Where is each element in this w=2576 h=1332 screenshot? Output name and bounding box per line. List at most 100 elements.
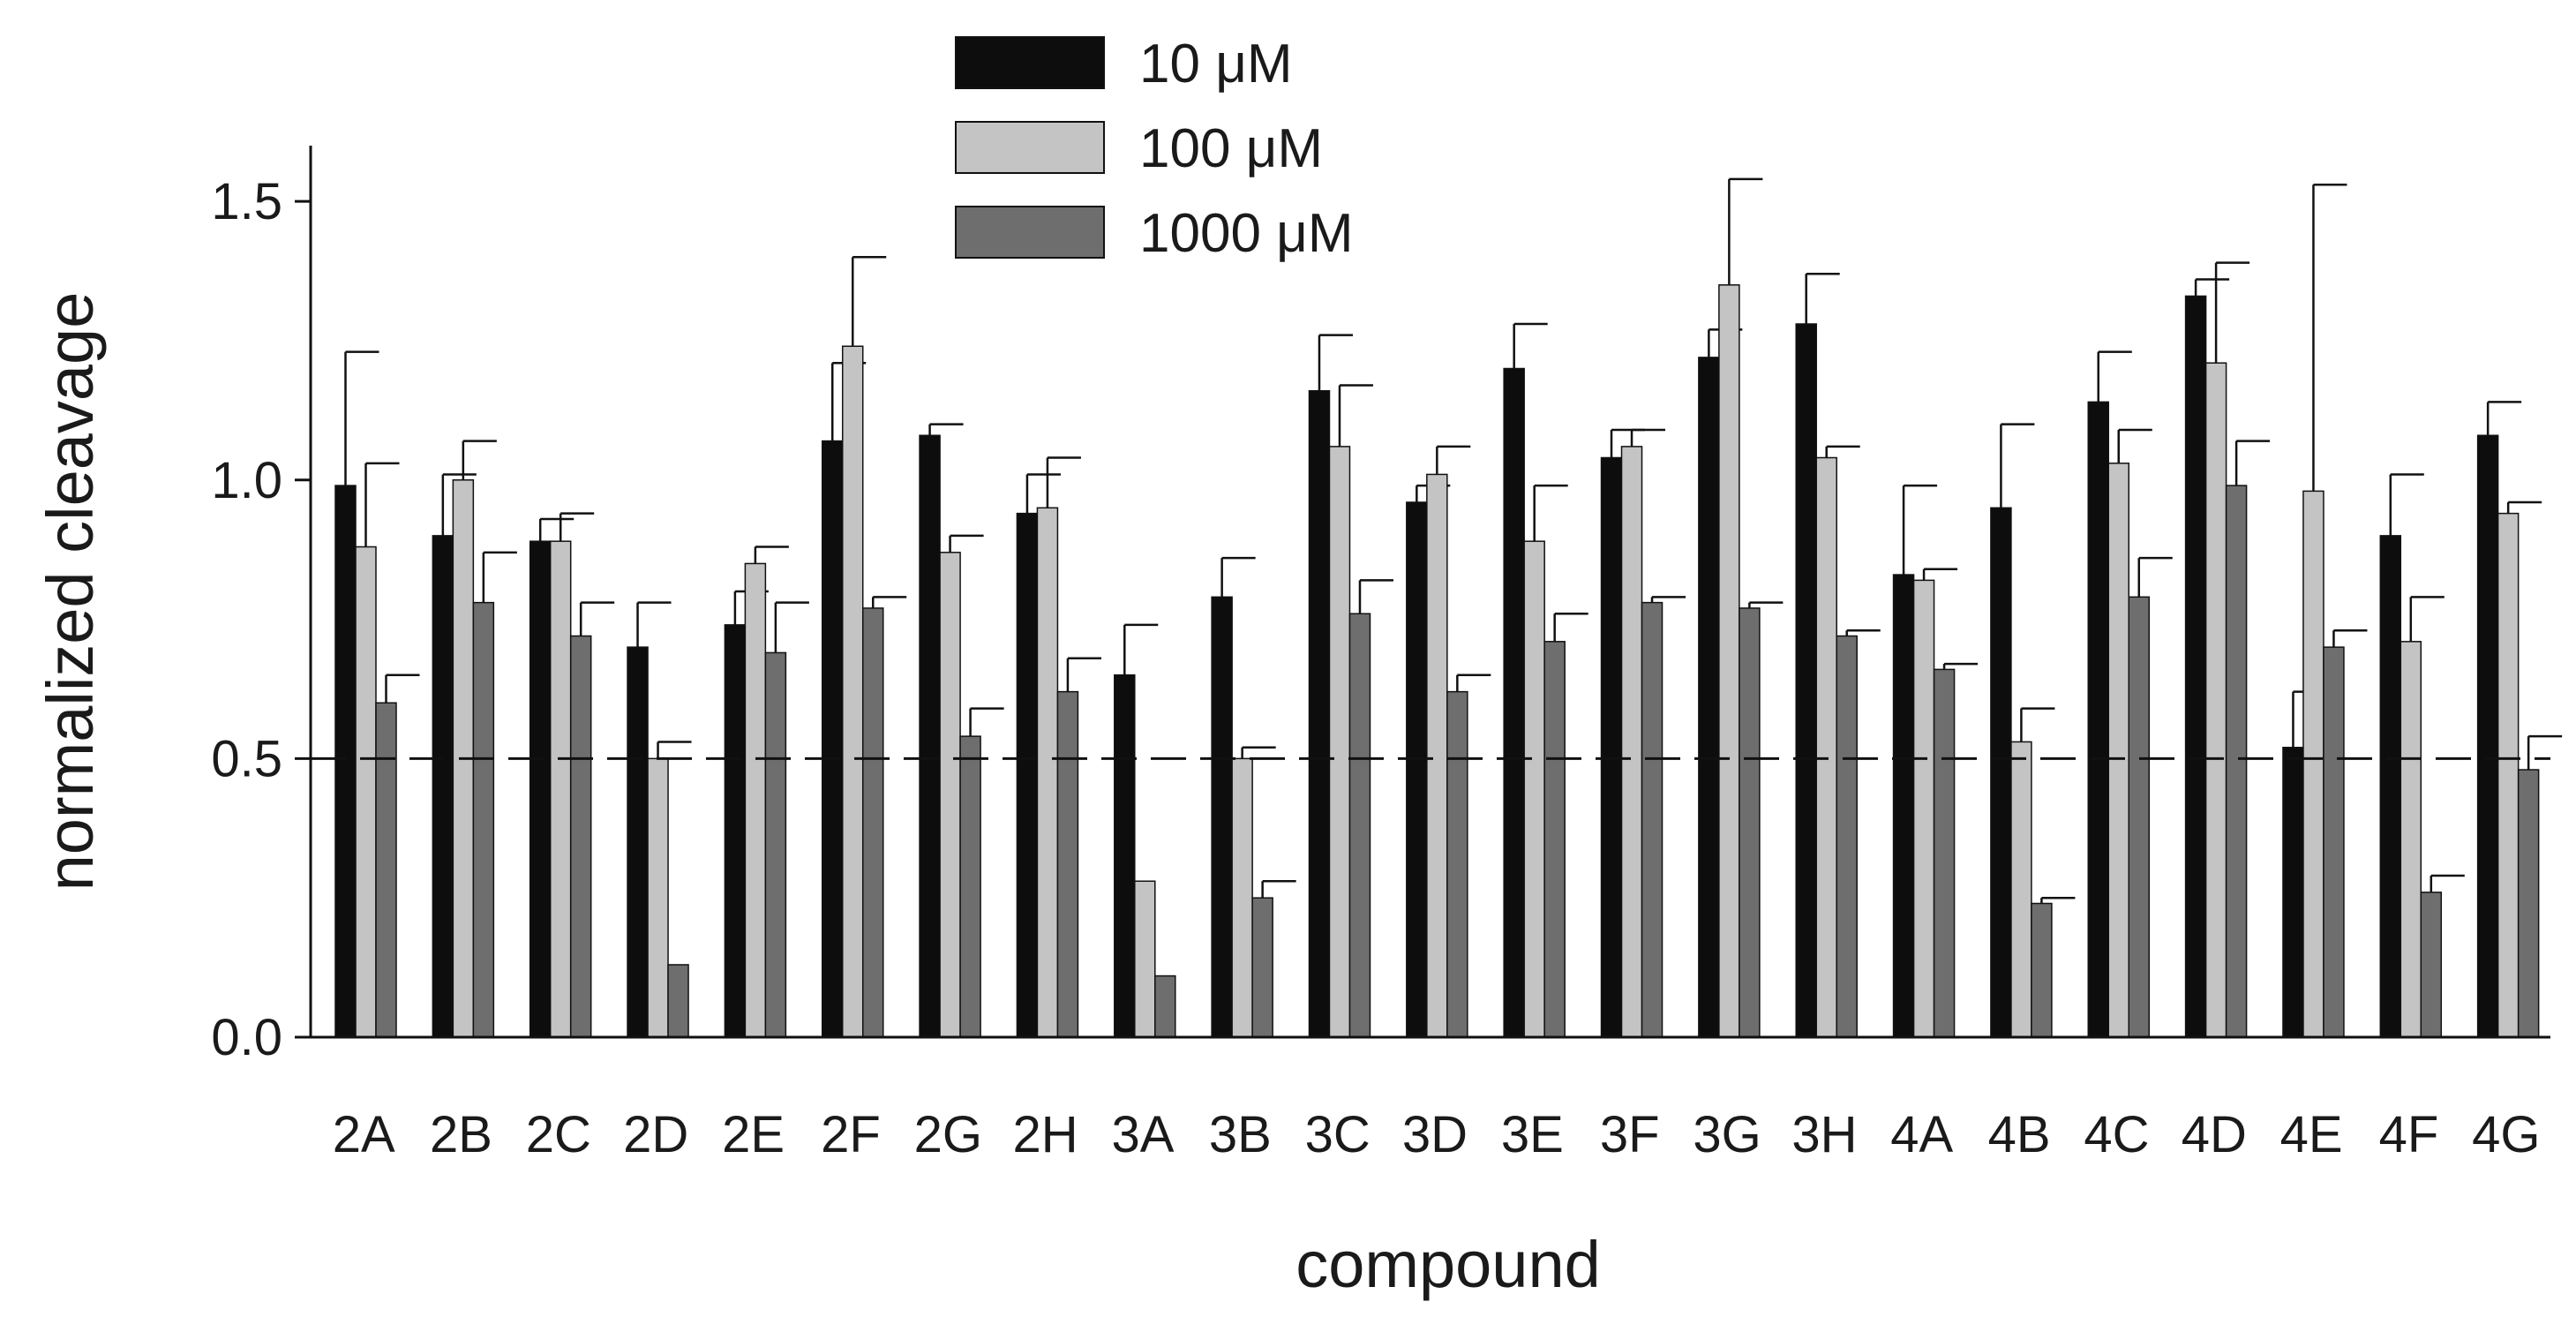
bar-2B-s2 [472, 601, 495, 1038]
bar-2D-s1 [647, 757, 669, 1038]
x-tick-label: 3B [1209, 1106, 1272, 1163]
bar-3G-s0 [1698, 357, 1720, 1038]
bar-4G-s0 [2476, 434, 2499, 1038]
y-tick-label: 1.0 [211, 452, 282, 509]
bar-4C-s0 [2087, 401, 2110, 1038]
legend: 10 μM 100 μM 1000 μM [955, 34, 1354, 264]
x-tick-label: 4F [2379, 1106, 2439, 1163]
bar-4D-s2 [2225, 485, 2248, 1038]
bar-2G-s1 [939, 552, 961, 1038]
bar-3A-s0 [1114, 674, 1136, 1038]
bar-3B-s2 [1251, 897, 1273, 1038]
bar-4C-s2 [2128, 596, 2151, 1038]
bar-2A-s1 [355, 546, 377, 1038]
bar-3D-s0 [1406, 501, 1428, 1038]
bar-3E-s1 [1523, 540, 1545, 1038]
x-tick-label: 3G [1693, 1106, 1761, 1163]
bar-2A-s0 [334, 485, 357, 1038]
bar-3C-s1 [1328, 446, 1351, 1038]
x-tick-label: 2G [914, 1106, 982, 1163]
bar-3H-s1 [1815, 456, 1837, 1038]
bar-4B-s0 [1990, 507, 2012, 1038]
bar-4D-s1 [2204, 362, 2227, 1038]
bar-4B-s1 [2010, 741, 2032, 1038]
bar-4F-s2 [2420, 892, 2443, 1038]
bar-3A-s2 [1154, 975, 1176, 1038]
bar-2H-s0 [1016, 512, 1039, 1038]
bar-2D-s2 [667, 964, 689, 1038]
bar-3F-s1 [1620, 446, 1643, 1038]
bars-layer [334, 177, 2563, 1038]
bar-4A-s1 [1912, 579, 1935, 1038]
y-tick-label: 1.5 [211, 173, 282, 230]
bar-3B-s1 [1231, 757, 1253, 1038]
bar-2E-s2 [764, 651, 787, 1038]
bar-4E-s1 [2302, 490, 2324, 1038]
legend-swatch-0 [955, 36, 1105, 89]
y-tick-label: 0.0 [211, 1009, 282, 1066]
bar-2D-s0 [627, 646, 649, 1038]
bar-2H-s2 [1056, 690, 1079, 1038]
bar-3D-s1 [1426, 473, 1448, 1038]
bar-3D-s2 [1446, 690, 1468, 1038]
x-tick-label: 4B [1988, 1106, 2051, 1163]
legend-label-0: 10 μM [1139, 34, 1293, 94]
x-tick-label: 3H [1791, 1106, 1857, 1163]
bar-4G-s2 [2517, 769, 2540, 1038]
x-tick-label: 2F [821, 1106, 881, 1163]
bar-4F-s1 [2400, 641, 2422, 1038]
x-tick-label: 2H [1013, 1106, 1078, 1163]
x-tick-label: 3E [1501, 1106, 1564, 1163]
bar-2C-s2 [569, 635, 592, 1038]
x-tick-label: 4C [2084, 1106, 2149, 1163]
bar-4D-s0 [2184, 295, 2207, 1038]
x-tick-label: 3D [1402, 1106, 1468, 1163]
legend-label-1: 100 μM [1139, 118, 1323, 179]
bar-3B-s0 [1211, 596, 1233, 1038]
bar-3C-s0 [1308, 390, 1331, 1038]
x-tick-label: 4G [2472, 1106, 2540, 1163]
bar-2A-s2 [375, 702, 397, 1038]
bar-3E-s2 [1543, 641, 1566, 1038]
bar-4E-s2 [2323, 646, 2345, 1038]
bar-4B-s2 [2031, 902, 2053, 1038]
bar-3A-s1 [1134, 880, 1156, 1038]
bar-3C-s2 [1348, 613, 1371, 1038]
x-tick-label: 3F [1600, 1106, 1660, 1163]
bar-2E-s1 [744, 562, 767, 1038]
bar-3H-s2 [1836, 635, 1858, 1038]
bar-3F-s0 [1600, 456, 1623, 1038]
bar-4A-s0 [1892, 574, 1915, 1038]
bar-4A-s2 [1933, 668, 1956, 1038]
x-tick-label: 3A [1111, 1106, 1174, 1163]
bar-2C-s1 [549, 540, 572, 1038]
bar-3G-s2 [1739, 607, 1761, 1038]
bar-2F-s2 [861, 607, 884, 1038]
bar-4F-s0 [2379, 535, 2402, 1038]
legend-swatch-2 [955, 206, 1105, 259]
axes-layer [295, 146, 2550, 1039]
x-tick-label: 2A [333, 1106, 395, 1163]
x-tick-label: 2B [430, 1106, 492, 1163]
legend-swatch-1 [955, 121, 1105, 174]
bar-2H-s1 [1036, 507, 1059, 1038]
y-axis-title: normalized cleavage [34, 292, 107, 892]
x-axis-title: compound [1296, 1228, 1601, 1301]
bar-3G-s1 [1718, 284, 1740, 1038]
x-tick-label: 3C [1305, 1106, 1371, 1163]
bar-3F-s2 [1641, 601, 1664, 1038]
x-tick-label: 2E [722, 1106, 785, 1163]
bar-2G-s2 [959, 735, 981, 1038]
bar-2F-s0 [821, 440, 844, 1038]
bar-2C-s0 [529, 540, 552, 1038]
x-tick-label: 4D [2182, 1106, 2247, 1163]
bar-4E-s0 [2282, 747, 2304, 1038]
bar-3E-s0 [1503, 367, 1525, 1038]
y-tick-label: 0.5 [211, 730, 282, 787]
x-tick-label: 2D [623, 1106, 688, 1163]
x-tick-label: 4E [2280, 1106, 2343, 1163]
bar-2G-s0 [919, 434, 941, 1038]
bar-4G-s1 [2497, 512, 2520, 1038]
